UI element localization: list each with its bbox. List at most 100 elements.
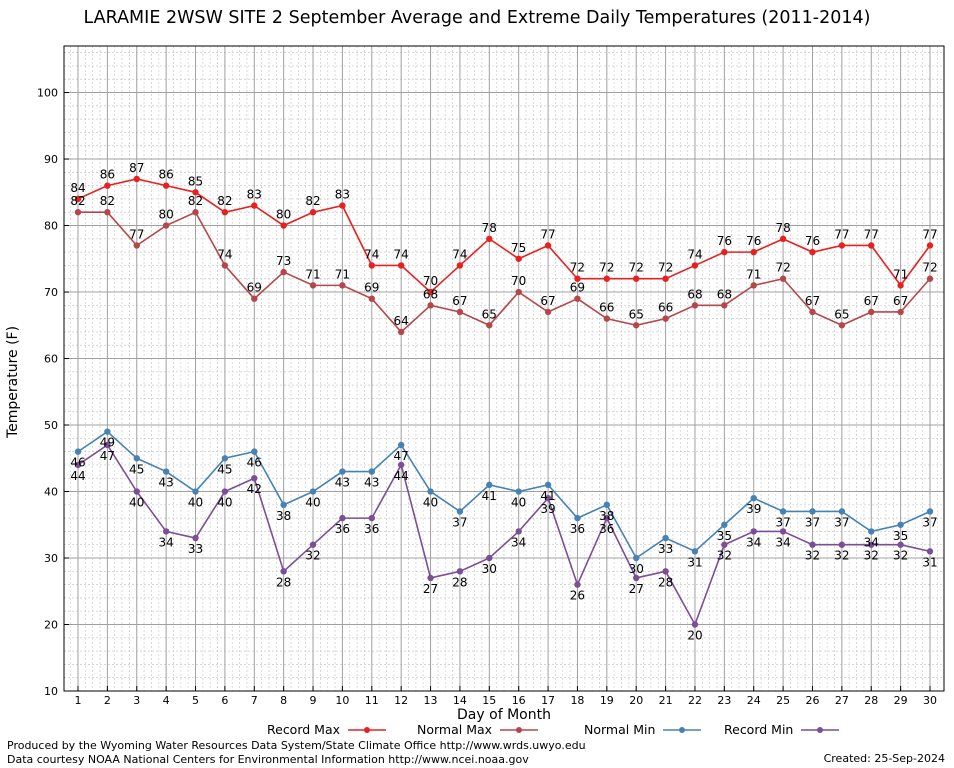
normal-max-point [368, 295, 375, 302]
x-tick-label: 28 [864, 694, 878, 707]
record-max-data-label: 75 [511, 241, 526, 255]
record-min-data-label: 36 [335, 522, 350, 536]
record-max-data-label: 74 [394, 247, 409, 261]
record-max-point [721, 248, 728, 256]
record-min-point [221, 488, 229, 495]
normal-max-point [486, 322, 493, 329]
record-min-data-label: 26 [570, 589, 585, 603]
legend-record-min: Record Min [724, 722, 841, 737]
normal-min-data-label: 37 [922, 515, 937, 529]
record-min-data-label: 39 [540, 502, 555, 516]
record-max-data-label: 86 [100, 168, 115, 182]
record-min-point [368, 514, 375, 522]
record-max-point [809, 248, 816, 256]
record-max-point [662, 275, 669, 282]
record-min-point [809, 541, 816, 548]
x-tick-label: 13 [424, 694, 438, 707]
normal-max-point [721, 302, 728, 309]
normal-max-data-label: 67 [452, 294, 467, 308]
normal-max-data-label: 71 [305, 267, 320, 281]
legend-record-max: Record Max [267, 722, 388, 737]
normal-min-point [662, 534, 669, 542]
x-tick-label: 3 [133, 694, 140, 707]
record-min-point [280, 568, 287, 575]
y-tick-label: 10 [44, 685, 58, 698]
normal-max-point [192, 209, 199, 216]
normal-max-point [574, 295, 581, 302]
record-max-data-label: 76 [805, 234, 820, 248]
normal-max-data-label: 67 [864, 294, 879, 308]
record-min-data-label: 44 [394, 469, 409, 483]
normal-max-point [779, 275, 787, 282]
x-tick-label: 19 [600, 694, 614, 707]
normal-max-line [78, 211, 931, 334]
x-tick-label: 22 [688, 694, 702, 707]
normal-min-point [779, 508, 787, 515]
normal-min-data-label: 43 [335, 476, 350, 490]
normal-min-point [309, 488, 317, 495]
legend-label-record-max: Record Max [267, 722, 341, 737]
record-min-point [104, 441, 111, 449]
normal-min-data-label: 45 [129, 462, 144, 476]
record-min-point [633, 574, 640, 582]
normal-max-data-label: 65 [482, 307, 497, 321]
record-max-point [280, 222, 287, 229]
normal-max-point [603, 315, 611, 322]
x-tick-label: 21 [659, 694, 673, 707]
legend-swatch-normal-min [663, 726, 702, 733]
normal-min-point [251, 448, 258, 455]
record-max-point [162, 182, 170, 189]
series-layer [74, 175, 934, 628]
normal-min-point [868, 528, 875, 535]
record-max-point [104, 182, 111, 189]
normal-max-data-label: 80 [158, 208, 173, 222]
record-max-data-label: 76 [746, 234, 761, 248]
normal-max-point [427, 302, 434, 309]
normal-min-line [77, 430, 931, 560]
normal-max-point [162, 222, 170, 229]
y-tick-label: 30 [44, 552, 58, 565]
normal-min-point [721, 521, 728, 528]
y-tick-label: 60 [44, 353, 58, 366]
record-min-point [574, 581, 581, 588]
record-min-data-label: 34 [511, 535, 526, 549]
record-min-data-label: 36 [364, 522, 379, 536]
normal-min-data-label: 37 [834, 515, 849, 529]
normal-min-point [486, 481, 493, 489]
record-max-data-label: 76 [717, 234, 732, 248]
record-min-point [251, 475, 258, 482]
normal-min-data-label: 46 [247, 456, 262, 470]
normal-min-point [280, 501, 287, 509]
record-max-point [74, 195, 82, 203]
record-min-point [721, 541, 728, 548]
normal-max-point [544, 308, 552, 316]
record-max-point [750, 248, 757, 256]
normal-max-point [133, 242, 140, 249]
record-min-data-label: 33 [188, 542, 203, 556]
normal-max-data-label: 66 [599, 301, 614, 315]
record-min-point [838, 541, 846, 548]
normal-max-point [838, 322, 846, 329]
x-tick-label: 2 [104, 694, 111, 707]
record-max-point [221, 209, 229, 216]
normal-max-data-label: 77 [129, 227, 144, 241]
normal-max-data-label: 68 [717, 287, 732, 301]
record-min-data-label: 27 [629, 582, 644, 596]
normal-max-data-label: 66 [658, 301, 673, 315]
record-max-data-label: 72 [629, 261, 644, 275]
record-min-data-label: 31 [922, 555, 937, 569]
record-max-point [603, 275, 611, 282]
record-min-data-label: 47 [100, 449, 115, 463]
x-tick-label: 16 [512, 694, 526, 707]
normal-max-point [74, 209, 82, 216]
record-max-data-label: 72 [658, 261, 673, 275]
record-min-point [162, 528, 170, 535]
normal-min-data-label: 30 [629, 562, 644, 576]
normal-min-point [926, 508, 934, 515]
record-max-point [574, 275, 581, 282]
normal-min-point [339, 468, 346, 475]
normal-max-data-label: 69 [247, 281, 262, 295]
record-min-point [515, 528, 522, 535]
record-min-point [544, 494, 552, 502]
record-max-data-label: 87 [129, 161, 144, 175]
